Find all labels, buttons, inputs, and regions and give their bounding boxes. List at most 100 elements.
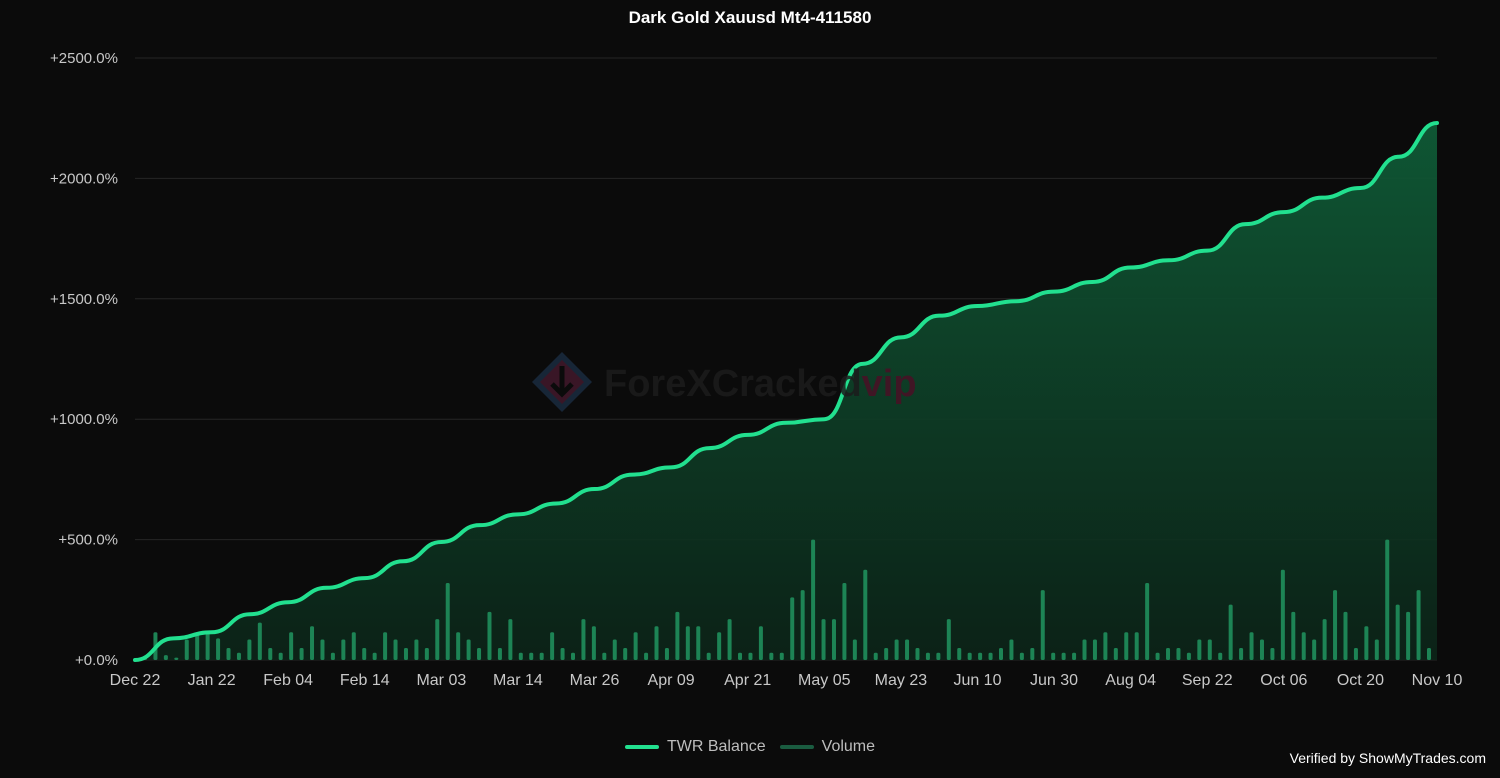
volume-bar	[758, 626, 763, 660]
y-tick-label: +1000.0%	[50, 411, 118, 428]
volume-bar	[1019, 652, 1024, 660]
y-tick-label: +1500.0%	[50, 291, 118, 308]
volume-bar	[1228, 604, 1233, 660]
volume-bar	[664, 647, 669, 660]
volume-bar	[477, 647, 482, 660]
volume-bar	[330, 652, 335, 660]
legend-label-twr-balance: TWR Balance	[666, 738, 766, 755]
volume-bar	[1082, 639, 1087, 660]
legend-item-twr-balance[interactable]: TWR Balance	[624, 738, 766, 756]
volume-bar	[1186, 652, 1191, 660]
volume-bar	[831, 619, 836, 660]
volume-bar	[1009, 639, 1014, 660]
volume-bar	[1072, 652, 1077, 660]
volume-bar	[852, 639, 857, 660]
volume-bar	[226, 647, 231, 660]
volume-bar	[1092, 639, 1097, 660]
volume-bar	[633, 632, 638, 660]
volume-bar	[591, 626, 596, 660]
volume-bar	[779, 652, 784, 660]
volume-bar	[1395, 604, 1400, 660]
volume-bar	[195, 632, 200, 660]
watermark-logo-icon	[532, 352, 592, 412]
x-axis-ticks: Dec 22 Jan 22 Feb 04 Feb 14 Mar 03 Mar 14 Mar …	[110, 672, 1463, 689]
watermark: ForeXCrackedvip	[528, 350, 917, 418]
volume-bar	[800, 590, 805, 660]
volume-bar	[675, 611, 680, 660]
legend-swatch-twr-balance	[624, 745, 659, 749]
volume-bar	[1030, 647, 1035, 660]
volume-bar	[1406, 611, 1411, 660]
volume-bar	[362, 647, 367, 660]
volume-bar	[1301, 632, 1306, 660]
x-tick-label: Jan 22	[188, 672, 236, 689]
volume-bar	[769, 652, 774, 660]
volume-bar	[1291, 611, 1296, 660]
volume-bar	[174, 657, 179, 660]
x-tick-label: Dec 22	[110, 672, 161, 689]
volume-bar	[821, 619, 826, 660]
x-tick-label: Aug 04	[1105, 672, 1156, 689]
volume-bar	[1343, 611, 1348, 660]
watermark-text: ForeXCrackedvip	[604, 363, 917, 406]
volume-bar	[508, 619, 513, 660]
volume-bar	[1364, 626, 1369, 660]
volume-bar	[216, 638, 221, 660]
volume-bar	[1155, 652, 1160, 660]
legend-item-volume[interactable]: Volume	[779, 738, 875, 756]
volume-bar	[1051, 652, 1056, 660]
volume-bar	[988, 652, 993, 660]
volume-bar	[1061, 652, 1066, 660]
twr-area	[135, 123, 1437, 661]
x-tick-label: Feb 04	[263, 672, 313, 689]
volume-bar	[571, 652, 575, 660]
volume-bar	[644, 652, 649, 660]
volume-bar	[884, 647, 889, 660]
x-tick-label: Nov 10	[1412, 672, 1463, 689]
x-tick-label: Apr 09	[648, 672, 695, 689]
volume-bar	[1218, 652, 1223, 660]
x-tick-label: Feb 14	[340, 672, 390, 689]
twr-line	[133, 121, 1439, 662]
volume-bar	[1239, 647, 1244, 660]
volume-bar	[424, 647, 429, 660]
volume-bar	[738, 652, 743, 660]
volume-bar	[550, 632, 555, 660]
volume-bar	[299, 647, 304, 660]
y-tick-label: +2500.0%	[50, 50, 118, 67]
volume-bar	[706, 652, 711, 660]
volume-bar	[925, 652, 930, 660]
volume-bar	[863, 569, 868, 660]
volume-bar	[696, 626, 701, 660]
volume-bar	[1385, 539, 1390, 660]
volume-bar	[383, 632, 388, 660]
twr-balance-line	[133, 121, 1439, 662]
verified-badge[interactable]: Verified by ShowMyTrades.com	[1289, 750, 1486, 766]
volume-bar	[1333, 590, 1338, 660]
volume-bar	[351, 632, 356, 660]
x-tick-label: Mar 03	[416, 672, 466, 689]
volume-bar	[539, 652, 544, 660]
x-tick-label: May 05	[798, 672, 851, 689]
volume-bar	[978, 652, 983, 660]
volume-bar	[1280, 569, 1285, 660]
x-tick-label: Sep 22	[1182, 672, 1233, 689]
volume-bar	[257, 622, 262, 660]
volume-bar	[1207, 639, 1212, 660]
x-tick-label: Jun 10	[953, 672, 1001, 689]
x-tick-label: Oct 06	[1260, 672, 1307, 689]
volume-bar	[1322, 619, 1327, 660]
volume-bar	[1312, 639, 1317, 660]
volume-bar	[403, 647, 408, 660]
volume-bar	[1176, 647, 1181, 660]
volume-bar	[560, 647, 565, 660]
volume-bar	[842, 582, 847, 660]
volume-bar	[957, 647, 962, 660]
volume-bar	[310, 626, 315, 660]
volume-bar	[873, 652, 878, 660]
volume-bar	[518, 652, 523, 660]
volume-bar	[623, 647, 628, 660]
y-tick-label: +0.0%	[75, 652, 118, 669]
volume-bar	[1374, 639, 1379, 660]
